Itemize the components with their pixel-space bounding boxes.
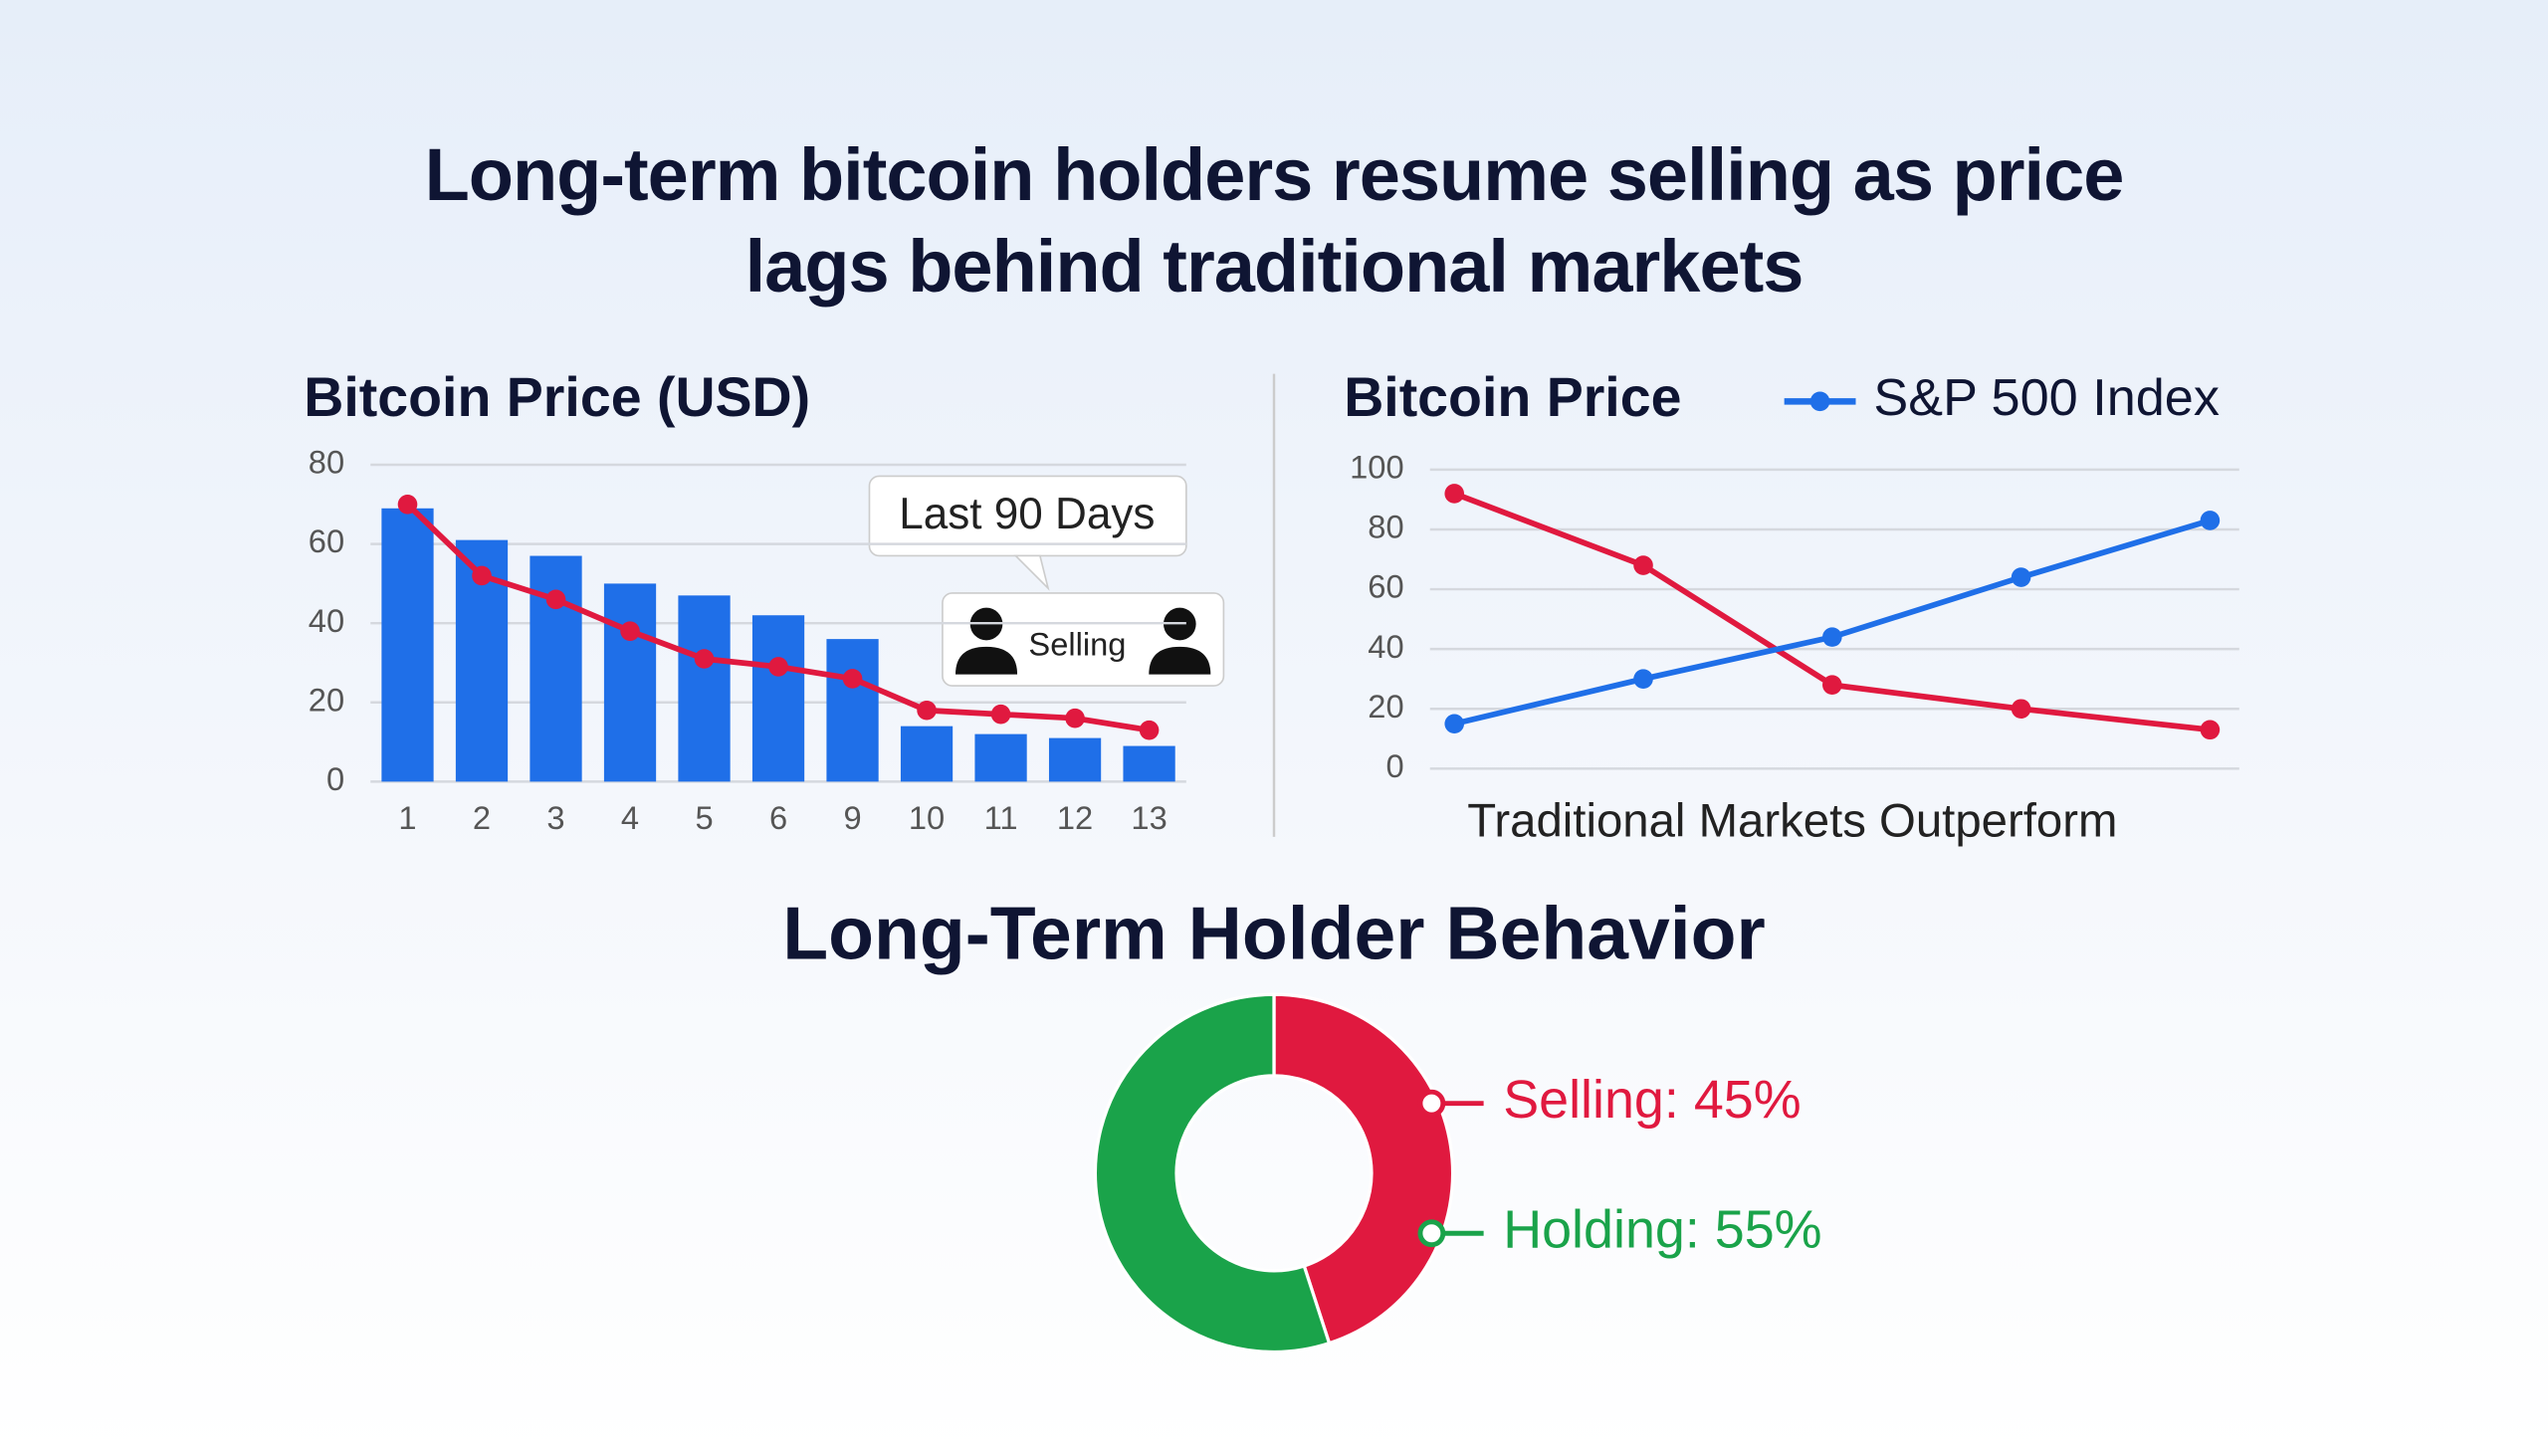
x-axis-label: Traditional Markets Outperform <box>1467 794 2117 847</box>
leader-dot <box>1417 1089 1446 1118</box>
point <box>842 669 863 689</box>
point <box>1139 720 1160 740</box>
point <box>545 589 566 610</box>
point <box>1444 714 1465 734</box>
chart-title: Bitcoin Price (USD) <box>304 366 810 428</box>
bar <box>826 639 879 782</box>
annotation: Selling <box>942 592 1225 687</box>
bar <box>751 615 805 782</box>
point <box>694 649 715 669</box>
point <box>1633 555 1653 575</box>
y-tick-label: 20 <box>1368 688 1403 725</box>
y-tick-label: 0 <box>326 760 344 797</box>
point <box>1444 484 1465 504</box>
point <box>990 704 1011 725</box>
point <box>1065 708 1085 728</box>
legend-label: S&P 500 Index <box>1873 369 2220 427</box>
x-tick-label: 5 <box>695 799 713 836</box>
point <box>1822 675 1842 695</box>
legend-label: Bitcoin Price <box>1344 366 1681 428</box>
y-tick-label: 60 <box>309 522 344 559</box>
point <box>917 700 937 721</box>
x-tick-label: 9 <box>843 799 861 836</box>
bar <box>1048 737 1102 782</box>
point <box>2200 511 2221 530</box>
x-tick-label: 10 <box>909 799 945 836</box>
point <box>2200 720 2221 740</box>
bar <box>603 583 657 782</box>
bar <box>1123 745 1175 782</box>
point <box>620 621 640 641</box>
bar <box>678 595 731 782</box>
point <box>2011 699 2031 720</box>
x-tick-label: 6 <box>769 799 787 836</box>
segment-label: Selling: 45% <box>1503 1070 1801 1130</box>
annotation-text: Selling <box>1028 625 1126 662</box>
y-tick-label: 80 <box>309 444 344 481</box>
annotation-text: Last 90 Days <box>899 490 1155 538</box>
point <box>1633 669 1653 689</box>
point <box>768 657 788 677</box>
y-tick-label: 20 <box>309 681 344 718</box>
legend-swatch <box>1809 391 1830 412</box>
y-tick-label: 80 <box>1368 509 1403 545</box>
y-tick-label: 40 <box>309 602 344 639</box>
y-tick-label: 0 <box>1385 747 1403 784</box>
point <box>1822 627 1842 647</box>
x-tick-label: 1 <box>398 799 416 836</box>
point <box>397 495 418 515</box>
donut-segment <box>1093 992 1332 1354</box>
y-tick-label: 60 <box>1368 568 1403 605</box>
x-tick-label: 4 <box>621 799 639 836</box>
donut-segment <box>1272 992 1455 1346</box>
point <box>472 565 492 586</box>
x-tick-label: 12 <box>1057 799 1093 836</box>
annotation: Last 90 Days <box>868 475 1187 591</box>
x-tick-label: 3 <box>546 799 564 836</box>
y-tick-label: 100 <box>1350 449 1403 486</box>
point <box>2011 567 2031 587</box>
x-tick-label: 2 <box>473 799 491 836</box>
y-tick-label: 40 <box>1368 628 1403 665</box>
bar <box>381 508 434 782</box>
bar <box>974 733 1027 782</box>
x-tick-label: 11 <box>984 799 1018 836</box>
segment-label: Holding: 55% <box>1503 1199 1821 1259</box>
x-tick-label: 13 <box>1131 799 1167 836</box>
bar <box>900 726 954 782</box>
leader-dot <box>1417 1219 1446 1248</box>
page-title: Long-term bitcoin holders resume selling… <box>424 133 2125 308</box>
chart-title: Long-Term Holder Behavior <box>782 892 1765 975</box>
